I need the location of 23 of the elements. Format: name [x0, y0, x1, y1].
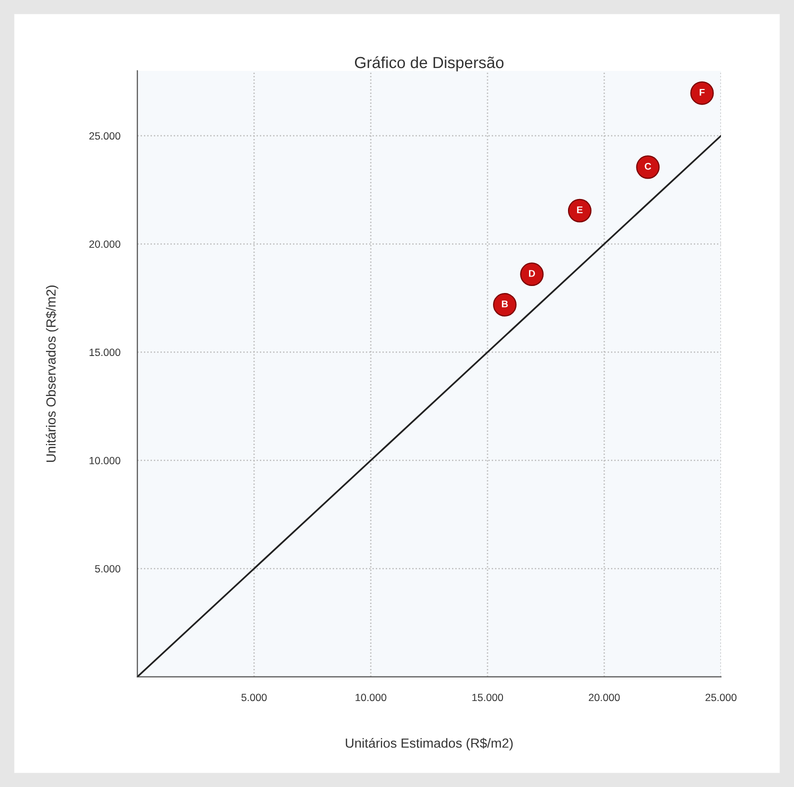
y-tick-label: 5.000 [95, 565, 120, 572]
x-tick-label: 25.000 [706, 694, 736, 702]
chart-title: Gráfico de Dispersão [354, 56, 504, 72]
point [493, 293, 517, 317]
x-tick-label: 15.000 [472, 694, 504, 702]
y-tick-label: 20.000 [89, 240, 120, 248]
point [690, 81, 714, 105]
y-tick-label: 25.000 [89, 132, 120, 140]
annotation: C [644, 162, 652, 170]
point [568, 198, 592, 222]
annotation: F [700, 88, 705, 96]
x-axis-title: Unitários Estimados (R$/m2) [346, 738, 513, 750]
x-tick-label: 5.000 [241, 694, 267, 702]
y-tick-label: 15.000 [90, 348, 120, 356]
annotation: E [577, 206, 583, 214]
point [636, 155, 660, 179]
point [520, 262, 544, 286]
y-tick-label: 10.000 [90, 456, 120, 464]
annotation: D [529, 270, 535, 277]
y-axis-title: Unitários Observados (R$/m2) [46, 286, 58, 462]
annotation: B [502, 300, 508, 308]
x-tick-label: 10.000 [356, 694, 386, 702]
x-tick-label: 20.000 [588, 694, 620, 702]
